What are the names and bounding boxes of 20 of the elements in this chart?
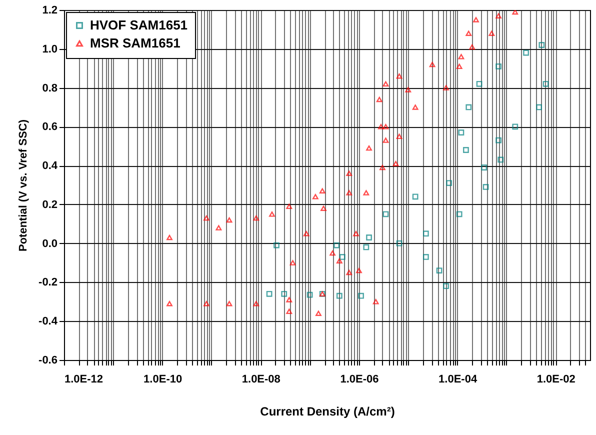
y-tick-label: 1.2 bbox=[42, 4, 58, 16]
y-tick-label: -0.6 bbox=[38, 354, 58, 366]
y-tick-label: 0.0 bbox=[42, 238, 58, 250]
x-tick-label: 1.0E-06 bbox=[340, 374, 379, 386]
y-tick-label: 0.4 bbox=[42, 160, 58, 172]
legend-label: HVOF SAM1651 bbox=[90, 18, 188, 32]
x-tick-label: 1.0E-08 bbox=[242, 374, 280, 386]
y-tick-label: 0.8 bbox=[42, 82, 58, 94]
legend-label: MSR SAM1651 bbox=[90, 36, 180, 50]
y-tick-label: -0.2 bbox=[38, 276, 58, 289]
x-tick-label: 1.0E-02 bbox=[536, 374, 576, 386]
y-tick-label: 1.0 bbox=[42, 43, 58, 56]
x-tick-label: 1.0E-10 bbox=[144, 374, 182, 386]
x-axis-title: Current Density (A/cm²) bbox=[260, 404, 395, 418]
x-tick-label: 1.0E-12 bbox=[64, 374, 104, 386]
y-tick-label: 0.6 bbox=[42, 121, 58, 134]
x-tick-label: 1.0E-04 bbox=[438, 374, 478, 386]
y-tick-label: 0.2 bbox=[42, 198, 58, 211]
y-axis-title: Potential (V vs. Vref SSC) bbox=[18, 119, 30, 252]
y-tick-label: -0.4 bbox=[38, 316, 58, 328]
